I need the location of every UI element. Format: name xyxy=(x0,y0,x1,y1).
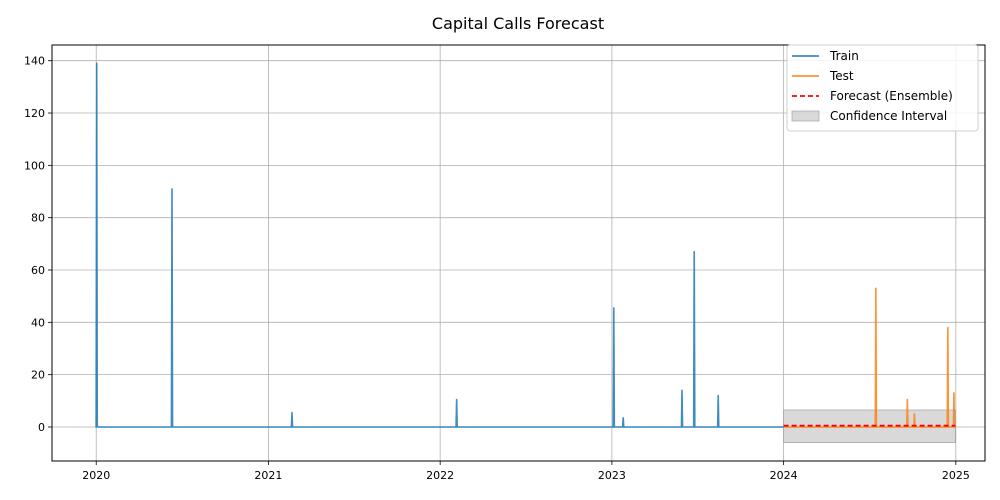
x-tick-label: 2025 xyxy=(942,469,970,482)
x-tick-label: 2022 xyxy=(426,469,454,482)
y-tick-label: 80 xyxy=(31,212,45,225)
legend-label: Train xyxy=(829,49,859,63)
x-tick-label: 2024 xyxy=(770,469,798,482)
x-tick-label: 2020 xyxy=(82,469,110,482)
axis-ticks: 2020 2021 2022 2023 2024 2025 0 20 40 60 80 100 120 1… xyxy=(24,55,970,482)
y-tick-label: 100 xyxy=(24,159,45,172)
y-tick-label: 40 xyxy=(31,316,45,329)
y-tick-label: 20 xyxy=(31,369,45,382)
legend-label: Test xyxy=(829,69,854,83)
series-line-train xyxy=(95,62,784,428)
legend-box xyxy=(786,44,979,132)
x-tick-label: 2021 xyxy=(254,469,282,482)
plot-frame xyxy=(51,44,986,462)
y-tick-label: 0 xyxy=(38,421,45,434)
legend-label: Confidence Interval xyxy=(830,109,947,123)
series-lines xyxy=(95,62,956,428)
series-line-test xyxy=(783,287,956,428)
legend-label: Forecast (Ensemble) xyxy=(830,89,953,103)
legend: Train Test Forecast (Ensemble) Confidence I… xyxy=(786,44,979,132)
y-tick-label: 60 xyxy=(31,264,45,277)
y-tick-label: 120 xyxy=(24,107,45,120)
chart-title: Capital Calls Forecast xyxy=(432,14,604,33)
x-tick-label: 2023 xyxy=(598,469,626,482)
y-tick-label: 140 xyxy=(24,55,45,68)
legend-swatch xyxy=(791,110,820,122)
